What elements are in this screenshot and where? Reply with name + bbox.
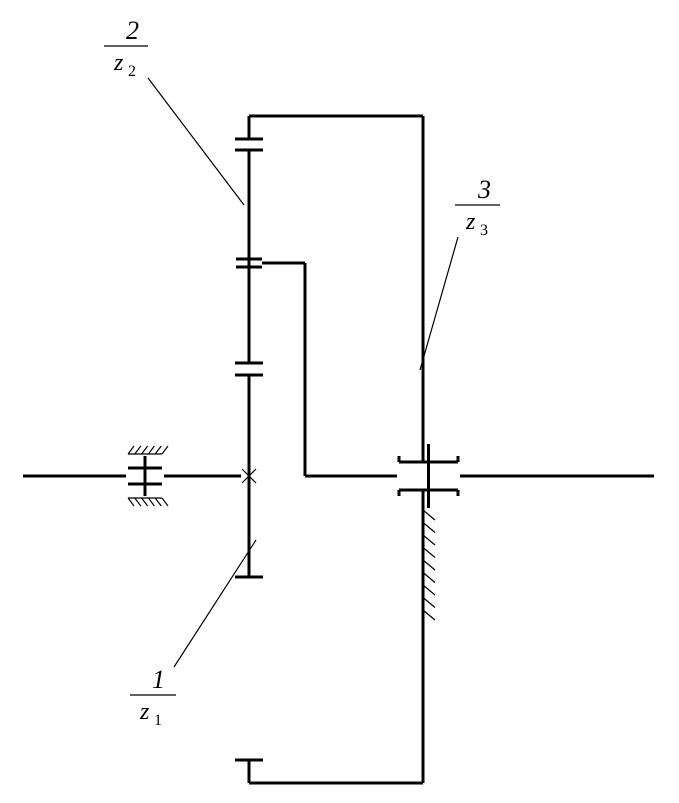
schematic-stroke xyxy=(423,548,435,558)
schematic-stroke xyxy=(155,498,161,506)
schematic-stroke xyxy=(423,523,435,533)
label-2-num: 2 xyxy=(126,16,139,45)
schematic-stroke xyxy=(423,560,435,570)
schematic-stroke xyxy=(162,498,168,506)
schematic-stroke xyxy=(423,510,435,520)
schematic-stroke xyxy=(155,446,161,454)
label-3-sub: 3 xyxy=(480,222,488,239)
label-3-sym: z xyxy=(465,209,476,235)
label-1-sub: 1 xyxy=(154,712,162,729)
schematic-stroke xyxy=(128,446,134,454)
label-1-sym: z xyxy=(139,699,150,725)
schematic-stroke xyxy=(162,446,168,454)
leader-3 xyxy=(420,237,458,370)
schematic-stroke xyxy=(135,498,141,506)
leader-1 xyxy=(174,540,256,667)
schematic-stroke xyxy=(423,610,435,620)
schematic-stroke xyxy=(135,446,141,454)
label-2-sym: z xyxy=(113,50,124,76)
schematic-stroke xyxy=(148,446,154,454)
schematic-stroke xyxy=(423,573,435,583)
schematic-stroke xyxy=(423,585,435,595)
schematic-stroke xyxy=(423,535,435,545)
label-1-num: 1 xyxy=(152,665,165,694)
label-3-num: 3 xyxy=(477,175,491,204)
schematic-stroke xyxy=(142,446,148,454)
schematic-stroke xyxy=(423,598,435,608)
schematic-stroke xyxy=(148,498,154,506)
leader-2 xyxy=(148,78,244,205)
schematic-stroke xyxy=(128,498,134,506)
label-2-sub: 2 xyxy=(128,63,136,80)
schematic-stroke xyxy=(142,498,148,506)
